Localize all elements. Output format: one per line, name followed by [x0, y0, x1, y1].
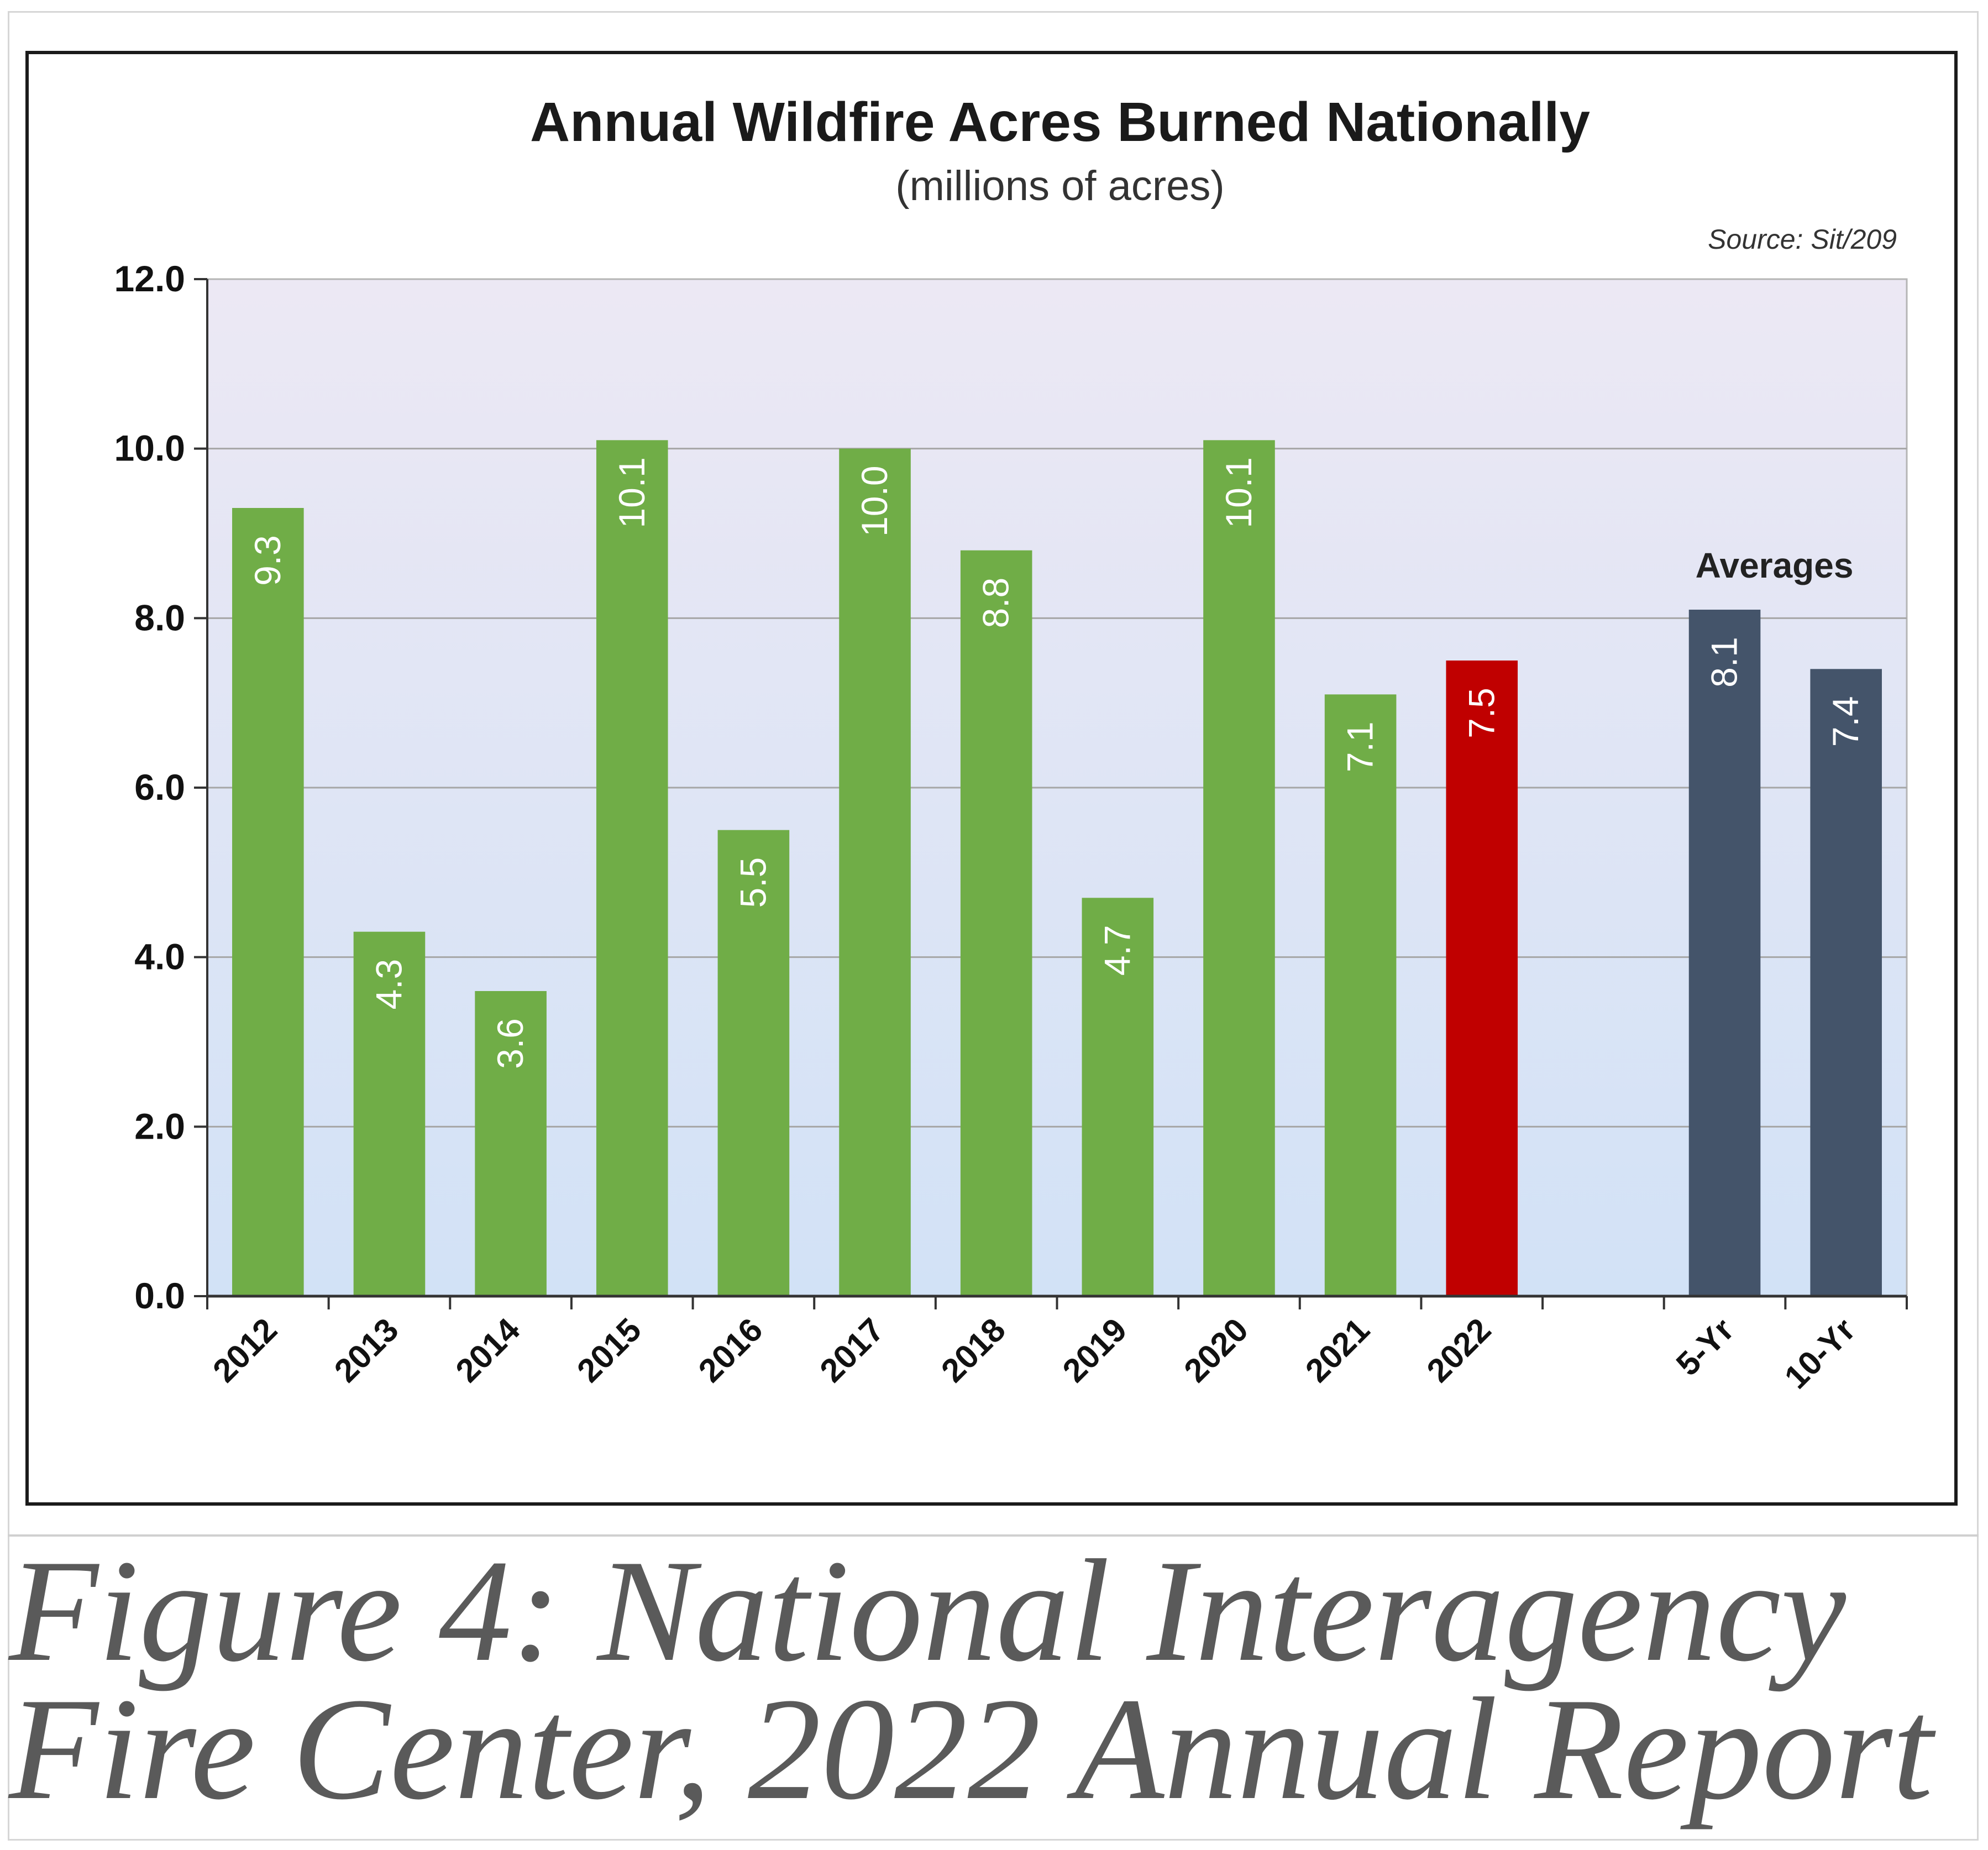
- bar-2020: [1203, 440, 1275, 1297]
- chart-title: Annual Wildfire Acres Burned Nationally: [530, 91, 1590, 153]
- bar-value-label: 8.1: [1704, 637, 1745, 688]
- y-tick-label: 4.0: [134, 936, 185, 977]
- x-tick-label: 2013: [327, 1311, 406, 1390]
- bar-value-label: 7.5: [1461, 688, 1502, 738]
- bar-2018: [960, 550, 1032, 1296]
- separator-line: [8, 1534, 1979, 1537]
- bar-value-label: 7.1: [1340, 721, 1381, 772]
- x-tick-label: 2018: [934, 1311, 1013, 1390]
- averages-label: Averages: [1696, 546, 1854, 585]
- bar-value-label: 7.4: [1825, 696, 1866, 747]
- chart-subtitle: (millions of acres): [895, 163, 1224, 209]
- bar-value-label: 8.8: [975, 578, 1016, 628]
- x-tick-label: 2017: [812, 1311, 891, 1390]
- bar-value-label: 10.0: [854, 465, 895, 536]
- x-tick-label: 2022: [1420, 1311, 1498, 1390]
- x-tick-label: 2020: [1177, 1311, 1255, 1390]
- y-tick-label: 12.0: [114, 258, 185, 299]
- bar-2022: [1446, 661, 1518, 1296]
- x-tick-label: 2016: [691, 1311, 770, 1390]
- bar-2014: [475, 991, 547, 1296]
- y-tick-label: 10.0: [114, 428, 185, 469]
- x-tick-label: 5-Yr: [1669, 1311, 1741, 1383]
- bar-value-label: 4.3: [368, 959, 409, 1010]
- bar-5-yr: [1688, 610, 1761, 1296]
- bar-value-label: 4.7: [1097, 925, 1137, 976]
- bar-value-label: 10.1: [1218, 457, 1259, 528]
- bar-value-label: 5.5: [732, 857, 773, 908]
- bar-2021: [1324, 694, 1397, 1296]
- y-tick-label: 8.0: [134, 597, 185, 638]
- bar-2017: [839, 448, 911, 1296]
- bar-value-label: 9.3: [247, 535, 288, 586]
- chart-text: Annual Wildfire Acres Burned Nationally …: [530, 91, 1897, 585]
- y-tick-label: 0.0: [134, 1275, 185, 1316]
- bar-2019: [1082, 898, 1154, 1296]
- x-tick-label: 2021: [1298, 1311, 1377, 1390]
- source-note: Source: Sit/209: [1708, 224, 1897, 255]
- bar-2013: [353, 931, 426, 1296]
- bar-2016: [717, 830, 790, 1296]
- y-tick-label: 2.0: [134, 1105, 185, 1146]
- x-tick-label: 10-Yr: [1777, 1311, 1863, 1396]
- x-tick-label: 2012: [206, 1311, 284, 1390]
- bar-value-label: 10.1: [611, 457, 652, 528]
- bar-2015: [596, 440, 668, 1297]
- bar-10-yr: [1810, 669, 1882, 1296]
- bar-value-label: 3.6: [490, 1018, 531, 1069]
- bar-2012: [232, 508, 304, 1296]
- y-tick-label: 6.0: [134, 767, 185, 808]
- x-tick-label: 2015: [570, 1311, 648, 1390]
- bars: 9.3 4.3 3.6 10.1 5.5 10.0 8.8 4.7 10.1 7.1 7.5 8.1 7…: [232, 440, 1882, 1297]
- x-tick-label: 2014: [449, 1311, 527, 1389]
- figure-caption: Figure 4: National Interagency Fire Cent…: [9, 1530, 1933, 1830]
- x-tick-label: 2019: [1056, 1311, 1134, 1390]
